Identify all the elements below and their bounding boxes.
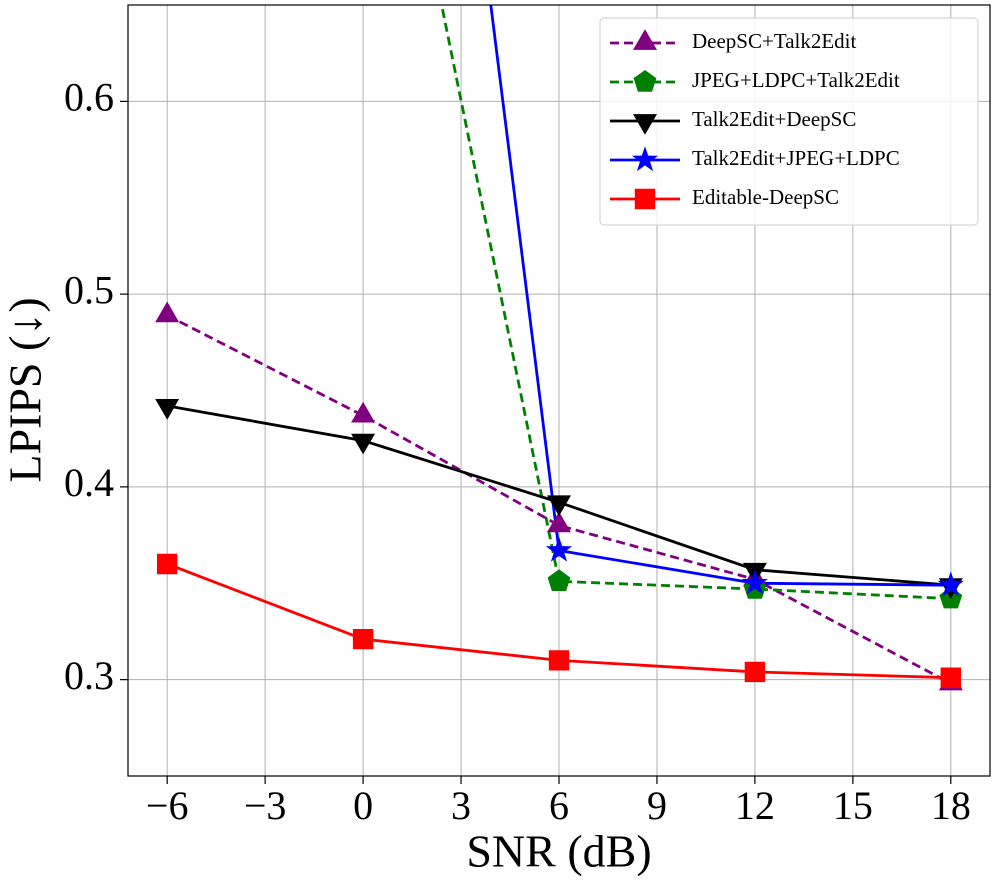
x-tick-label: 6 — [549, 783, 569, 828]
legend-label: JPEG+LDPC+Talk2Edit — [692, 68, 900, 92]
x-tick-label: −3 — [244, 783, 287, 828]
marker — [352, 629, 374, 650]
legend-marker — [633, 70, 657, 92]
x-tick-label: 15 — [833, 783, 873, 828]
marker — [547, 495, 571, 517]
marker — [547, 511, 571, 533]
marker — [157, 553, 178, 575]
y-tick-label: 0.3 — [64, 653, 114, 698]
legend-label: Talk2Edit+DeepSC — [692, 107, 856, 131]
marker — [940, 667, 961, 688]
marker — [744, 661, 766, 683]
marker — [155, 301, 180, 323]
marker — [548, 650, 570, 671]
line — [166, 314, 952, 685]
legend-label: Editable-DeepSC — [692, 185, 839, 209]
marker — [545, 536, 573, 562]
y-tick-label: 0.4 — [64, 460, 114, 505]
legend-marker — [633, 29, 657, 50]
legend-box — [599, 17, 979, 226]
x-tick-label: −6 — [146, 783, 189, 828]
line — [440, 5, 951, 601]
marker — [351, 401, 375, 423]
marker — [741, 569, 768, 595]
x-tick-label: 3 — [451, 783, 471, 828]
x-tick-label: 0 — [353, 783, 373, 828]
plot-area — [155, 5, 964, 691]
y-tick-label: 0.5 — [64, 267, 114, 312]
x-tick-label: 9 — [647, 783, 667, 828]
marker — [937, 571, 964, 597]
marker — [155, 399, 180, 420]
legend-label: Talk2Edit+JPEG+LDPC — [692, 146, 900, 170]
legend-marker — [633, 114, 657, 135]
y-tick-label: 0.6 — [64, 75, 114, 120]
marker — [351, 433, 375, 455]
marker — [547, 569, 571, 591]
plot-frame — [127, 4, 991, 777]
x-tick-label: 18 — [931, 783, 971, 828]
legend-marker — [634, 188, 656, 210]
x-axis-label: SNR (dB) — [466, 826, 651, 877]
legend-marker — [631, 146, 659, 172]
x-tick-label: 12 — [735, 783, 775, 828]
legend-label: DeepSC+Talk2Edit — [692, 29, 857, 53]
y-axis-label: LPIPS (↓) — [0, 297, 51, 482]
